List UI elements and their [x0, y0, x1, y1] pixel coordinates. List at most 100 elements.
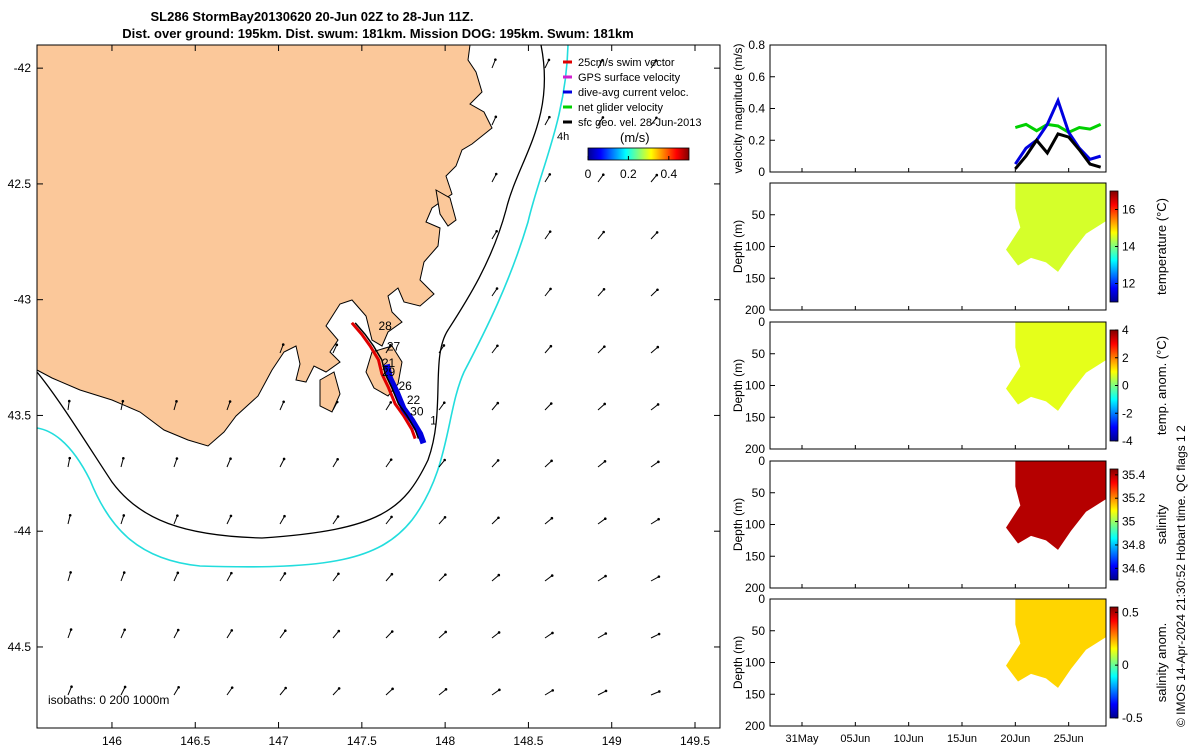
- vector-arrow-head: [390, 572, 394, 576]
- vector-arrow: [120, 686, 126, 696]
- time-axis-label: 05Jun: [840, 733, 870, 745]
- vector-arrow: [279, 515, 285, 525]
- map-colorbar-unit: (m/s): [620, 130, 650, 145]
- vector-arrow: [597, 174, 604, 183]
- colorbar-label: salinity: [1154, 504, 1169, 544]
- panel-frame: [769, 598, 1107, 727]
- map-frame: [36, 44, 721, 729]
- vector-arrow-head: [495, 229, 498, 233]
- colorbar-tick-label: 0.5: [1122, 605, 1139, 619]
- vector-arrow: [120, 572, 125, 582]
- track-day-label: 30: [410, 404, 424, 418]
- vector-arrow-head: [548, 230, 552, 233]
- credit-text: © IMOS 14-Apr-2024 21:30:52 Hobart time.…: [1174, 425, 1188, 727]
- colorbar-label: salinity anom.: [1154, 623, 1169, 702]
- vector-arrow-head: [443, 516, 447, 519]
- vector-arrow: [120, 515, 125, 525]
- map-y-tick-label: -42: [14, 61, 32, 75]
- vector-arrow: [226, 687, 233, 696]
- vector-arrow: [544, 575, 553, 582]
- y-tick-label: 200: [745, 719, 765, 733]
- vector-arrow: [597, 231, 605, 240]
- vector-arrow: [385, 631, 393, 639]
- y-tick-label: 0.2: [748, 133, 765, 147]
- map-y-tick-label: 43.5: [8, 408, 32, 422]
- vector-arrow: [279, 687, 287, 696]
- vector-arrow-head: [495, 287, 499, 290]
- vector-arrow: [544, 403, 552, 411]
- vector-arrow-head: [283, 629, 287, 633]
- isobath-200m: [37, 45, 546, 539]
- time-axis-label: 10Jun: [894, 733, 924, 745]
- panel-5: 0 50 100 150 200 0.5 0 -0.5 salinity anom. Depth …: [731, 592, 1169, 733]
- vector-arrow: [544, 231, 551, 240]
- vector-arrow: [332, 344, 338, 354]
- vector-arrow-head: [229, 514, 233, 518]
- series-line: [1014, 96, 1102, 165]
- vector-arrow-head: [497, 516, 500, 520]
- vector-arrow-head: [335, 400, 339, 404]
- vector-arrow-head: [229, 457, 232, 461]
- map-colorbar-tick-label: 0.2: [620, 167, 637, 181]
- vector-arrow: [279, 573, 286, 582]
- vector-arrow-head: [176, 571, 180, 575]
- vector-arrow: [332, 516, 339, 525]
- vector-arrow: [491, 173, 497, 183]
- vector-arrow-head: [391, 687, 394, 691]
- vector-arrow: [597, 117, 604, 126]
- vector-arrow: [438, 574, 446, 582]
- vector-arrow-head: [337, 629, 341, 633]
- profile-field: [1006, 183, 1106, 272]
- isobath-label: isobaths: 0 200 1000m: [48, 693, 169, 707]
- colorbar-label: temperature (°C): [1154, 198, 1169, 295]
- vector-arrow: [650, 518, 659, 525]
- vector-arrow-head: [67, 399, 71, 403]
- time-axis-label: 25Jun: [1054, 733, 1084, 745]
- map-colorbar-tick-label: 0: [585, 167, 592, 181]
- colorbar-tick-label: 0: [1122, 658, 1129, 672]
- colorbar-tick-label: -0.5: [1122, 711, 1143, 725]
- panel-ylabel: velocity magnitude (m/s): [731, 43, 745, 173]
- vector-arrow-head: [389, 343, 392, 347]
- map-y-tick-label: 44.5: [8, 640, 32, 654]
- vector-arrow-head: [176, 514, 179, 517]
- legend-entry: sfc geo. vel. 28-Jun-2013: [578, 117, 702, 129]
- vector-arrow: [385, 459, 392, 468]
- vector-arrow: [385, 573, 393, 582]
- vector-arrow: [544, 632, 553, 639]
- y-tick-label: 200: [745, 442, 765, 456]
- colorbar-tick-label: 35.2: [1122, 491, 1146, 505]
- vector-arrow: [332, 688, 340, 696]
- vector-arrow-head: [69, 628, 73, 631]
- vector-arrow: [650, 117, 657, 126]
- vector-arrow-head: [335, 343, 339, 347]
- legend-entry: net glider velocity: [578, 102, 663, 114]
- vector-arrow: [597, 346, 605, 354]
- y-tick-label: 150: [745, 549, 765, 563]
- map-x-tick-label: 146: [102, 734, 122, 748]
- vector-arrow: [67, 572, 72, 582]
- vector-arrow: [67, 515, 71, 525]
- vector-arrow-head: [123, 628, 126, 632]
- map-x-tick-label: 148: [435, 734, 455, 748]
- vector-arrow: [544, 460, 552, 468]
- track-day-label: 29: [382, 365, 396, 379]
- y-tick-label: 50: [752, 624, 766, 638]
- vector-arrow-head: [603, 402, 606, 406]
- vector-arrow-head: [656, 345, 660, 349]
- y-tick-label: 0: [758, 315, 765, 329]
- track-net: [354, 322, 420, 439]
- vector-arrow-head: [337, 687, 341, 690]
- track-day-label: 1: [430, 414, 437, 428]
- profile-field: [1006, 461, 1106, 550]
- vector-arrow-head: [547, 58, 551, 62]
- vector-arrow-head: [68, 456, 72, 460]
- y-tick-label: 100: [745, 518, 765, 532]
- map-colorbar-ticks: 0 0.2 0.4: [585, 156, 677, 181]
- vector-arrow-head: [657, 575, 661, 578]
- tasmania-land: [37, 45, 493, 447]
- vector-arrow-head: [283, 514, 286, 518]
- vector-arrow-head: [548, 115, 551, 119]
